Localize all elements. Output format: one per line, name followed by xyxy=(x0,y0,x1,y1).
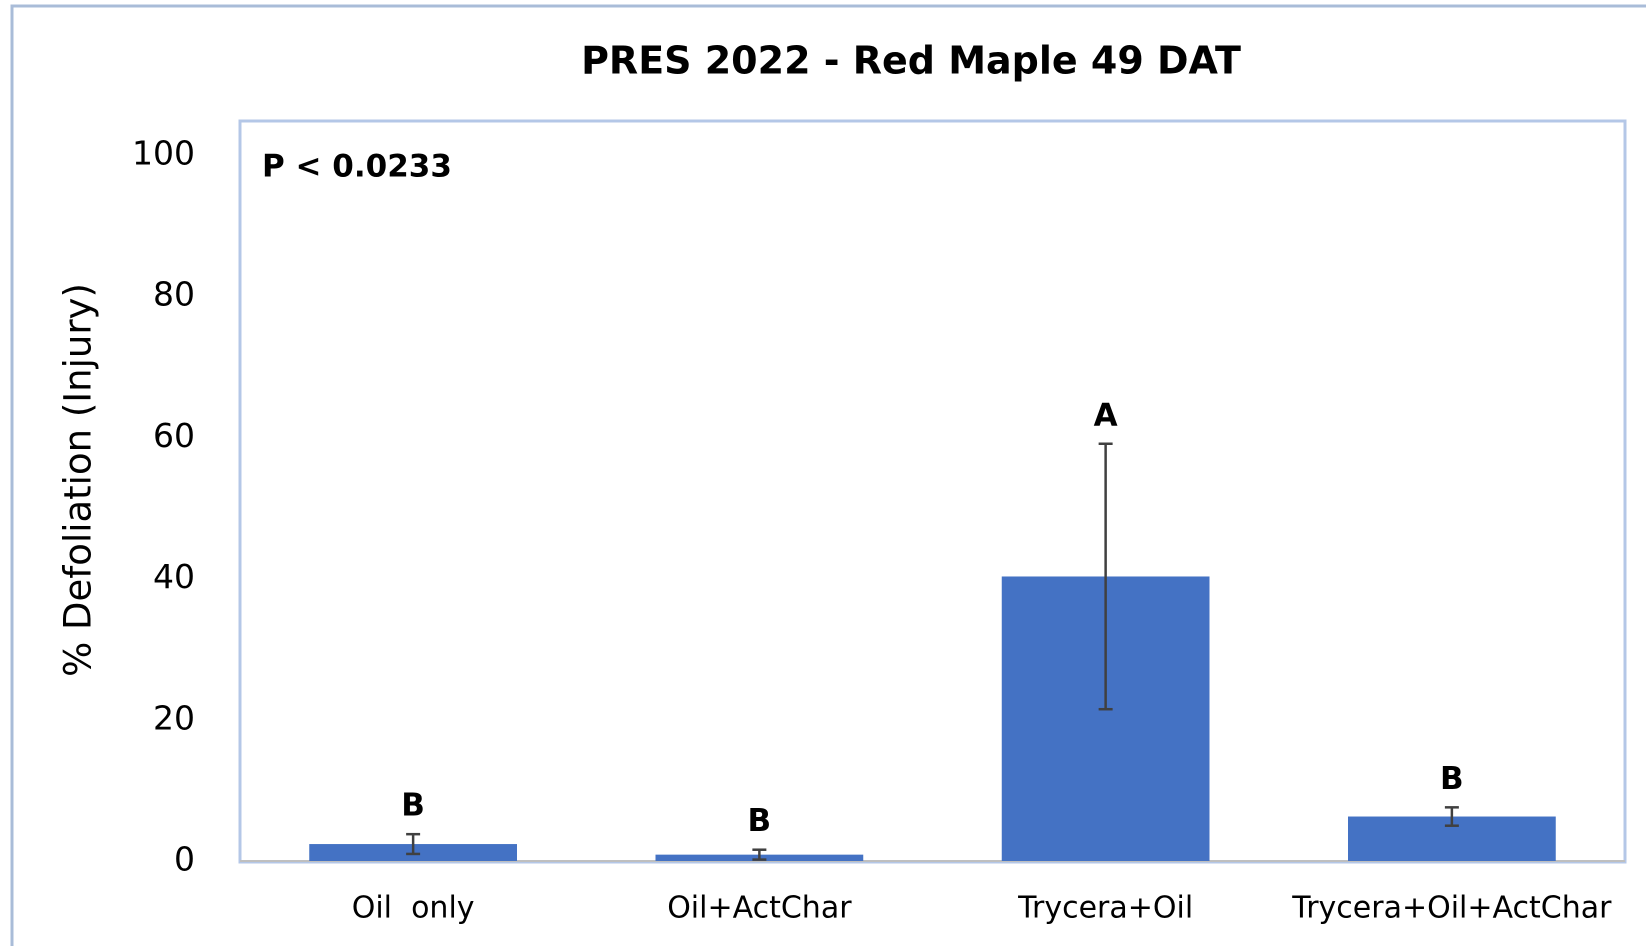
error-bar xyxy=(1444,806,1459,827)
x-tick-label: Trycera+Oil+ActChar xyxy=(1291,891,1612,926)
error-bar xyxy=(406,832,421,856)
x-tick-label: Trycera+Oil xyxy=(1017,891,1193,926)
y-tick-label: 80 xyxy=(153,275,195,314)
significance-letter: B xyxy=(748,803,772,839)
annotation: P < 0.0233 xyxy=(262,149,452,185)
error-bar xyxy=(1098,442,1113,711)
plot-frame xyxy=(238,119,1627,864)
significance-letter: A xyxy=(1094,397,1118,433)
significance-letter: B xyxy=(401,788,425,824)
y-tick-label: 100 xyxy=(132,134,195,173)
y-axis-label: % Defoliation (Injury) xyxy=(57,283,100,677)
significance-letter: B xyxy=(1440,761,1464,797)
y-tick-label: 0 xyxy=(174,840,195,879)
x-tick-label: Oil only xyxy=(352,891,475,926)
error-bar xyxy=(752,848,767,861)
x-tick-label: Oil+ActChar xyxy=(667,891,852,926)
y-tick-label: 60 xyxy=(153,416,195,455)
chart-title: PRES 2022 - Red Maple 49 DAT xyxy=(581,39,1241,83)
y-tick-label: 20 xyxy=(153,698,195,737)
y-tick-label: 40 xyxy=(153,557,195,596)
chart-frame xyxy=(10,4,1646,946)
